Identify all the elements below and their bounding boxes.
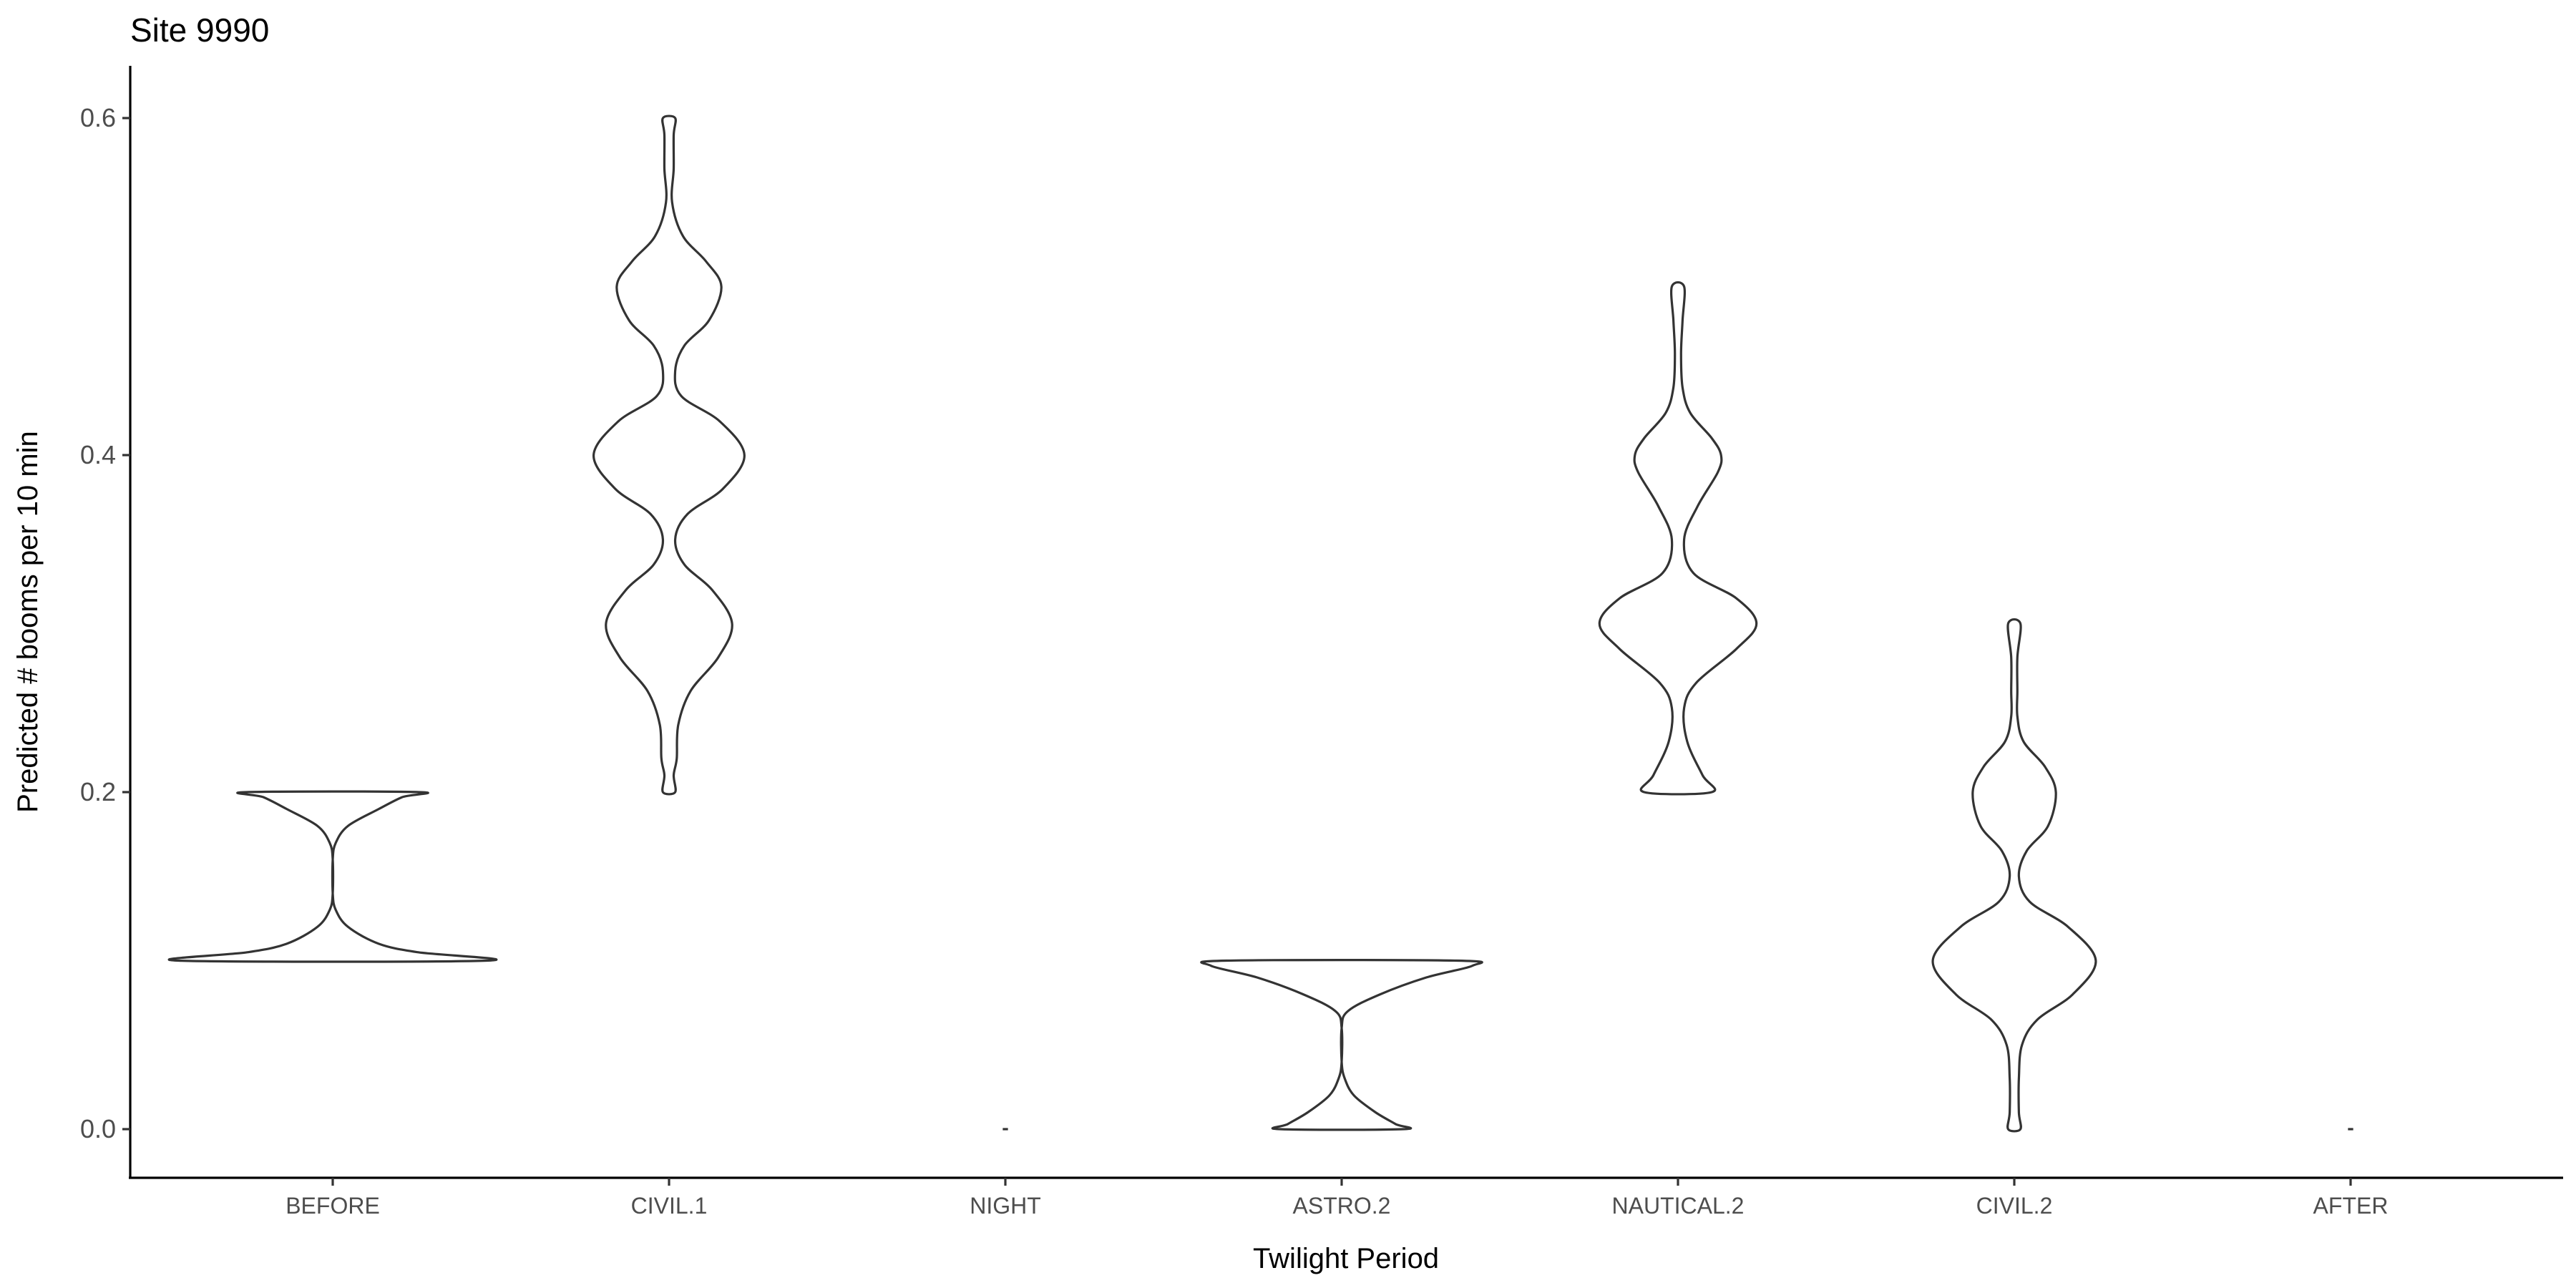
x-tick-label-before: BEFORE: [286, 1193, 380, 1219]
y-axis-title: Predicted # booms per 10 min: [12, 431, 44, 813]
y-tick-label: 0.4: [80, 440, 116, 469]
violin-nautical-2: [1598, 280, 1758, 796]
violin-astro-2: [1200, 959, 1483, 1131]
violin-civil-1: [592, 114, 746, 796]
x-tick-label-civil-1: CIVIL.1: [631, 1193, 708, 1219]
y-tick-label: 0.2: [80, 777, 116, 806]
y-tick-label: 0.0: [80, 1114, 116, 1143]
x-tick-label-night: NIGHT: [970, 1193, 1041, 1219]
x-tick-label-civil-2: CIVIL.2: [1976, 1193, 2053, 1219]
violins-group: [167, 114, 2353, 1133]
y-axis-ticks: 0.0 0.2 0.4 0.6: [80, 103, 130, 1143]
y-tick-label: 0.6: [80, 103, 116, 132]
x-tick-label-astro-2: ASTRO.2: [1293, 1193, 1391, 1219]
x-tick-label-after: AFTER: [2313, 1193, 2389, 1219]
x-axis-title: Twilight Period: [1253, 1243, 1439, 1274]
chart-title: Site 9990: [130, 11, 269, 49]
x-axis-ticks: BEFORE CIVIL.1 NIGHT ASTRO.2 NAUTICAL.2 CIVIL…: [286, 1178, 2388, 1219]
violin-civil-2: [1931, 618, 2097, 1133]
x-tick-label-nautical-2: NAUTICAL.2: [1612, 1193, 1745, 1219]
violin-before: [167, 790, 498, 963]
